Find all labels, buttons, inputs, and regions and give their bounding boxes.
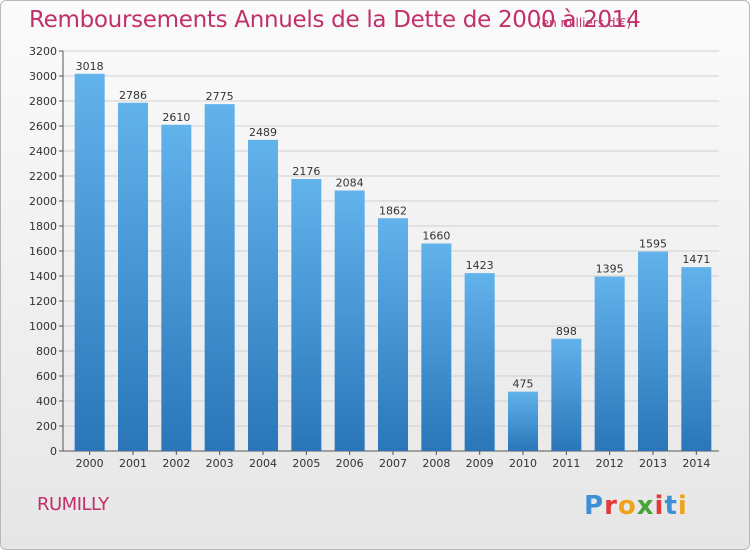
x-tick-label-2008: 2008 (422, 457, 450, 470)
x-tick-label-2003: 2003 (206, 457, 234, 470)
axes: 0 200 400 600 800 1000 1200 1400 1600 1800 2000 220… (29, 45, 719, 470)
bar-2008 (421, 243, 452, 451)
x-tick-label-2013: 2013 (639, 457, 667, 470)
logo-letter: t (664, 491, 678, 521)
value-label-2008: 1660 (422, 230, 450, 243)
value-label-2003: 2775 (206, 90, 234, 103)
bar-2001 (118, 102, 148, 451)
bar-2003 (204, 104, 235, 451)
value-label-2006: 2084 (336, 177, 364, 190)
x-tick-label-2010: 2010 (509, 457, 537, 470)
bar-2000 (74, 73, 105, 451)
logo-letter: i (677, 491, 688, 521)
bar-2010 (508, 391, 538, 451)
y-tick-label: 0 (50, 445, 57, 458)
chart-title: Remboursements Annuels de la Dette de 20… (29, 7, 641, 33)
x-tick-label-2001: 2001 (119, 457, 147, 470)
bars: 3018 2786 2610 2775 2489 2176 2084 1862 1660 1423… (74, 60, 712, 451)
value-label-2007: 1862 (379, 204, 407, 217)
bar-2013 (638, 251, 668, 451)
y-tick-label: 2000 (29, 195, 57, 208)
x-tick-label-2012: 2012 (596, 457, 624, 470)
logo-letter: i (654, 491, 665, 521)
logo-letter: x (636, 491, 655, 521)
y-tick-label: 1200 (29, 295, 57, 308)
value-label-2009: 1423 (466, 259, 494, 272)
value-label-2004: 2489 (249, 126, 277, 139)
y-tick-label: 2400 (29, 145, 57, 158)
y-tick-label: 3000 (29, 70, 57, 83)
value-label-2000: 3018 (76, 60, 104, 73)
y-tick-label: 1400 (29, 270, 57, 283)
bar-2002 (161, 124, 192, 451)
x-tick-label-2014: 2014 (682, 457, 710, 470)
commune-name: RUMILLY (37, 494, 109, 515)
y-tick-label: 2600 (29, 120, 57, 133)
y-tick-label: 2200 (29, 170, 57, 183)
proxiti-logo: Proxiti (584, 491, 688, 521)
bar-2014 (681, 267, 712, 451)
x-tick-label-2006: 2006 (336, 457, 364, 470)
logo-letter: o (617, 491, 637, 521)
value-label-2014: 1471 (682, 253, 710, 266)
logo-letter: P (584, 491, 605, 521)
y-tick-label: 400 (36, 395, 57, 408)
y-tick-label: 1600 (29, 245, 57, 258)
x-tick-label-2007: 2007 (379, 457, 407, 470)
bar-2005 (291, 179, 322, 451)
y-tick-label: 600 (36, 370, 57, 383)
y-tick-label: 800 (36, 345, 57, 358)
bar-2004 (248, 139, 278, 451)
x-tick-label-2005: 2005 (292, 457, 320, 470)
y-tick-label: 1800 (29, 220, 57, 233)
y-tick-label: 200 (36, 420, 57, 433)
value-label-2001: 2786 (119, 89, 147, 102)
x-tick-label-2000: 2000 (76, 457, 104, 470)
value-label-2002: 2610 (162, 111, 190, 124)
value-label-2013: 1595 (639, 238, 667, 251)
value-label-2011: 898 (556, 325, 577, 338)
bar-2012 (594, 276, 625, 451)
x-tick-label-2004: 2004 (249, 457, 277, 470)
chart-subtitle: (en milliers d'€) (537, 16, 632, 30)
x-tick-label-2002: 2002 (162, 457, 190, 470)
value-label-2005: 2176 (292, 165, 320, 178)
bar-2007 (378, 218, 408, 451)
value-label-2010: 475 (513, 378, 534, 391)
logo-letter: r (604, 491, 618, 521)
bar-2011 (551, 338, 582, 451)
y-tick-label: 2800 (29, 95, 57, 108)
x-tick-label-2011: 2011 (552, 457, 580, 470)
y-tick-label: 1000 (29, 320, 57, 333)
x-tick-label-2009: 2009 (466, 457, 494, 470)
y-tick-label: 3200 (29, 45, 57, 58)
bar-2006 (334, 190, 365, 451)
value-label-2012: 1395 (596, 263, 624, 276)
bar-2009 (464, 273, 495, 451)
